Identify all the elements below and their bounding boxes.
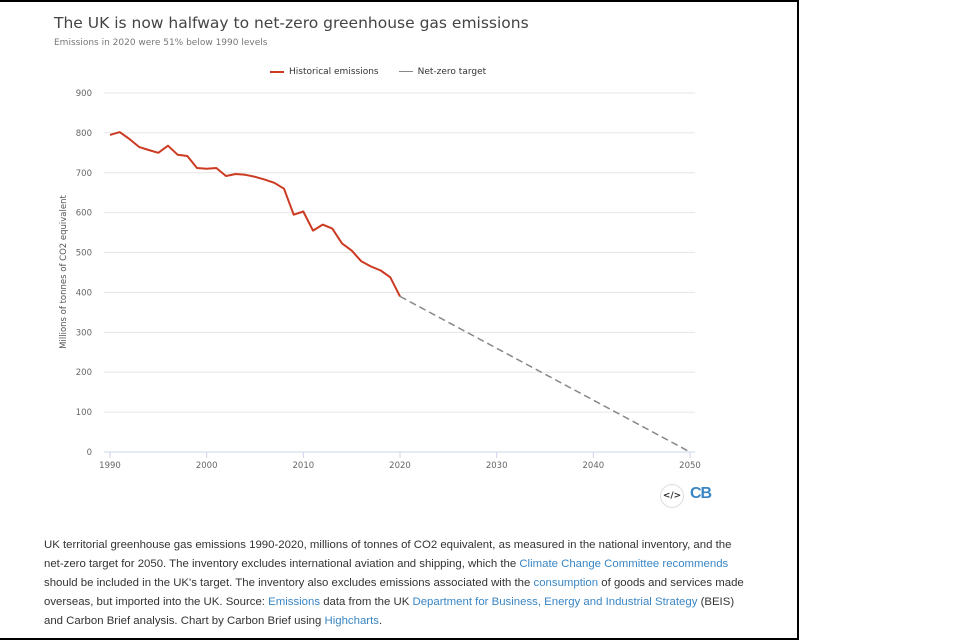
y-tick-label: 200 (76, 368, 92, 378)
link-highcharts[interactable]: Highcharts (324, 615, 379, 627)
caption-text: data from the UK (320, 596, 413, 608)
y-tick-label: 700 (76, 169, 92, 179)
legend-item-historical[interactable]: Historical emissions (270, 67, 379, 77)
legend-swatch (398, 71, 413, 72)
y-tick-label: 300 (76, 328, 92, 338)
series-line (399, 295, 691, 453)
caption-text: should be included in the UK's target. T… (44, 577, 534, 589)
link-consumption[interactable]: consumption (533, 577, 599, 589)
y-tick-label: 500 (76, 249, 92, 259)
series-line (109, 131, 401, 297)
x-tick-label: 2000 (196, 461, 218, 471)
caption-text: of goods and services made overseas, but… (44, 577, 744, 608)
x-tick-label: 2050 (679, 461, 701, 471)
x-tick-label: 1990 (99, 461, 121, 471)
x-tick-label: 2030 (486, 461, 508, 471)
y-tick-label: 600 (76, 209, 92, 219)
x-tick-label: 2010 (293, 461, 315, 471)
y-tick-label: 0 (87, 448, 92, 458)
code-embed-icon[interactable]: </> (660, 484, 684, 508)
legend: Historical emissions Net-zero target (270, 67, 486, 77)
x-tick-label: 2040 (583, 461, 605, 471)
y-tick-label: 100 (76, 408, 92, 418)
link-ccc[interactable]: Climate Change Committee recommends (519, 558, 729, 570)
caption-text: . (378, 615, 383, 627)
y-tick-label: 900 (76, 89, 92, 99)
link-beis[interactable]: Department for Business, Energy and Indu… (412, 596, 698, 608)
legend-item-target[interactable]: Net-zero target (398, 67, 487, 77)
y-axis-label: Millions of tonnes of CO2 equivalent (59, 195, 69, 349)
chart-subtitle: Emissions in 2020 were 51% below 1990 le… (54, 38, 268, 48)
caption-text: (BEIS) and Carbon Brief analysis. Chart … (44, 596, 735, 627)
caption-text: UK territorial greenhouse gas emissions … (44, 539, 732, 570)
link-emissions[interactable]: Emissions (268, 596, 321, 608)
legend-swatch (270, 70, 284, 73)
y-tick-label: 800 (76, 129, 92, 139)
legend-label: Net-zero target (417, 67, 487, 77)
carbon-brief-logo: CB (690, 485, 712, 502)
y-tick-label: 400 (76, 288, 92, 298)
legend-label: Historical emissions (289, 67, 379, 77)
x-tick-label: 2020 (389, 461, 411, 471)
chart-caption: UK territorial greenhouse gas emissions … (44, 536, 744, 631)
chart-frame (0, 0, 799, 640)
chart-title: The UK is now halfway to net-zero greenh… (54, 14, 529, 32)
